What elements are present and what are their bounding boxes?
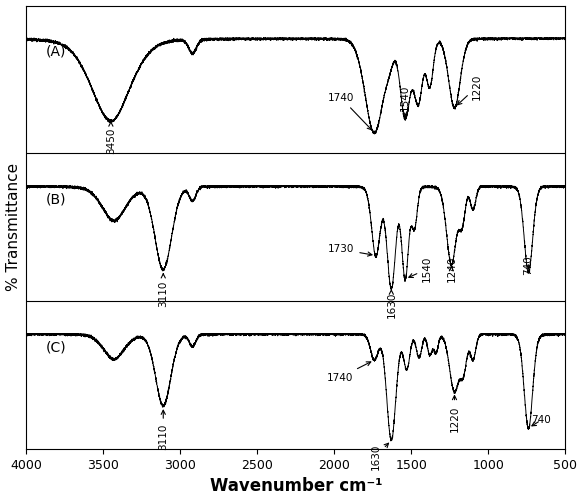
Y-axis label: % Transmittance: % Transmittance xyxy=(6,163,20,292)
Text: (A): (A) xyxy=(46,45,66,59)
Text: 1730: 1730 xyxy=(328,244,372,256)
Text: 1240: 1240 xyxy=(447,255,456,282)
Text: 1630: 1630 xyxy=(387,289,396,319)
Text: 3110: 3110 xyxy=(158,274,168,307)
Text: 3110: 3110 xyxy=(158,410,168,450)
Text: 1220: 1220 xyxy=(449,396,459,432)
Text: 1540: 1540 xyxy=(409,256,432,282)
Text: 3450: 3450 xyxy=(106,122,116,154)
Text: (B): (B) xyxy=(46,193,66,207)
Text: 740: 740 xyxy=(531,415,551,426)
Text: 1220: 1220 xyxy=(458,73,482,105)
Text: (C): (C) xyxy=(46,341,67,355)
Text: 740: 740 xyxy=(524,255,533,275)
Text: 1540: 1540 xyxy=(400,84,410,116)
Text: 1740: 1740 xyxy=(328,93,371,130)
X-axis label: Wavenumber cm⁻¹: Wavenumber cm⁻¹ xyxy=(209,477,382,495)
Text: 1630: 1630 xyxy=(371,443,388,470)
Text: 1740: 1740 xyxy=(326,362,371,383)
